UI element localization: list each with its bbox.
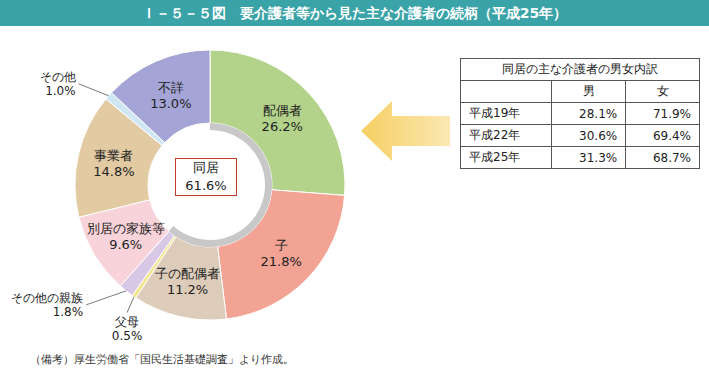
svg-text:子21.8%: 子21.8% [261, 238, 302, 269]
html-text:28.1%: 28.1% [579, 106, 618, 121]
html-text:平成22年: 平成22年 [469, 128, 521, 142]
html-text:61.6%: 61.6% [185, 178, 227, 193]
svg-text:配偶者26.2%: 配偶者26.2% [262, 103, 303, 134]
html-text:（備考）厚生労働省「国民生活基礎調査」より作成。: （備考）厚生労働省「国民生活基礎調査」より作成。 [30, 353, 294, 366]
svg-text:その他の親族1.8%: その他の親族1.8% [11, 291, 83, 319]
svg-text:不詳13.0%: 不詳13.0% [150, 80, 191, 111]
html-text:男: 男 [582, 84, 595, 98]
svg-text:別居の家族等9.6%: 別居の家族等9.6% [87, 221, 165, 252]
html-text:30.6%: 30.6% [579, 128, 618, 143]
html-text:31.3%: 31.3% [579, 150, 618, 165]
html-text:同居: 同居 [193, 160, 219, 175]
svg-text:父母0.5%: 父母0.5% [112, 315, 143, 343]
html-text:女: 女 [656, 84, 669, 98]
html-text:同居の主な介護者の男女内訳: 同居の主な介護者の男女内訳 [502, 62, 658, 76]
svg-text:その他1.0%: その他1.0% [40, 70, 76, 98]
html-text:71.9%: 71.9% [652, 106, 691, 121]
svg-text:事業者14.8%: 事業者14.8% [93, 148, 134, 179]
html-text:69.4%: 69.4% [652, 128, 691, 143]
html-text:Ｉ－５－５図 要介護者等から見た主な介護者の続柄（平成25年: Ｉ－５－５図 要介護者等から見た主な介護者の続柄（平成25年） [141, 5, 568, 21]
html-text:平成19年: 平成19年 [469, 106, 521, 120]
html-text:68.7%: 68.7% [652, 150, 691, 165]
html-text:平成25年: 平成25年 [469, 150, 521, 164]
svg-text:子の配偶者11.2%: 子の配偶者11.2% [155, 266, 220, 297]
